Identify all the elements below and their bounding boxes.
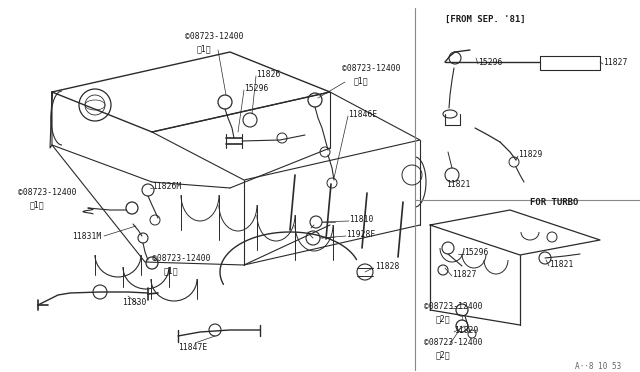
Text: 15296: 15296 bbox=[464, 248, 488, 257]
Text: 11827: 11827 bbox=[603, 58, 627, 67]
Text: [FROM SEP. '81]: [FROM SEP. '81] bbox=[445, 15, 525, 24]
Text: （1）: （1） bbox=[164, 266, 179, 275]
Text: 11847E: 11847E bbox=[178, 343, 207, 352]
Text: （1）: （1） bbox=[30, 200, 45, 209]
Text: 11821: 11821 bbox=[549, 260, 573, 269]
Text: 15296: 15296 bbox=[478, 58, 502, 67]
Text: ©08723-12400: ©08723-12400 bbox=[424, 302, 483, 311]
Text: ©08723-12400: ©08723-12400 bbox=[152, 254, 211, 263]
Text: 11829: 11829 bbox=[454, 326, 478, 335]
Text: 11831M: 11831M bbox=[72, 232, 101, 241]
Text: ©08723-12400: ©08723-12400 bbox=[185, 32, 243, 41]
Text: FOR TURBO: FOR TURBO bbox=[530, 198, 579, 207]
Text: 11830: 11830 bbox=[122, 298, 147, 307]
Text: 11829: 11829 bbox=[518, 150, 542, 159]
Text: 11826M: 11826M bbox=[152, 182, 181, 191]
Text: （1）: （1） bbox=[354, 76, 369, 85]
Text: （2）: （2） bbox=[436, 350, 451, 359]
Text: 11928F: 11928F bbox=[346, 230, 375, 239]
Text: ©08723-12400: ©08723-12400 bbox=[18, 188, 77, 197]
Text: ©08723-12400: ©08723-12400 bbox=[342, 64, 401, 73]
Text: 11846E: 11846E bbox=[348, 110, 377, 119]
Text: 11826: 11826 bbox=[256, 70, 280, 79]
Text: 11828: 11828 bbox=[375, 262, 399, 271]
Text: ©08723-12400: ©08723-12400 bbox=[424, 338, 483, 347]
Text: 15296: 15296 bbox=[244, 84, 268, 93]
Text: 11821: 11821 bbox=[446, 180, 470, 189]
Text: （1）: （1） bbox=[197, 44, 212, 53]
Text: 11810: 11810 bbox=[349, 215, 373, 224]
Text: （2）: （2） bbox=[436, 314, 451, 323]
Text: 11827: 11827 bbox=[452, 270, 476, 279]
Text: A··8 10 53: A··8 10 53 bbox=[575, 362, 621, 371]
